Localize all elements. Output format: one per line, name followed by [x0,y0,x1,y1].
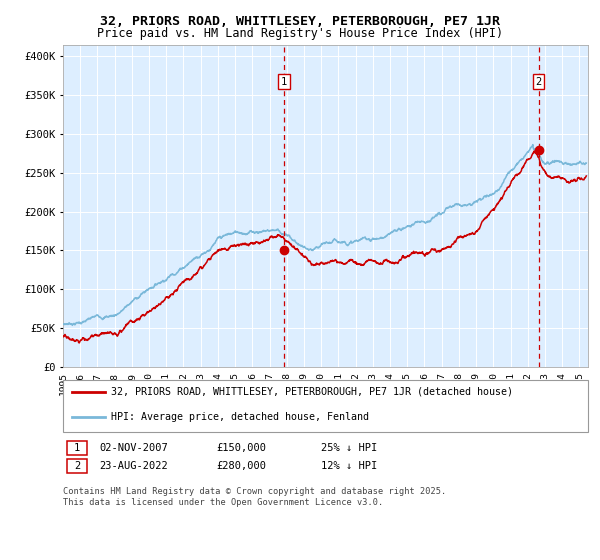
Text: Contains HM Land Registry data © Crown copyright and database right 2025.
This d: Contains HM Land Registry data © Crown c… [63,487,446,507]
Text: 2: 2 [74,461,80,471]
Text: 1: 1 [74,443,80,453]
Text: 23-AUG-2022: 23-AUG-2022 [99,461,168,471]
Text: Price paid vs. HM Land Registry's House Price Index (HPI): Price paid vs. HM Land Registry's House … [97,27,503,40]
Text: £280,000: £280,000 [216,461,266,471]
Text: 02-NOV-2007: 02-NOV-2007 [99,443,168,453]
Text: £150,000: £150,000 [216,443,266,453]
Text: 2: 2 [536,77,542,87]
Text: 1: 1 [281,77,287,87]
Text: 32, PRIORS ROAD, WHITTLESEY, PETERBOROUGH, PE7 1JR: 32, PRIORS ROAD, WHITTLESEY, PETERBOROUG… [100,15,500,27]
Text: HPI: Average price, detached house, Fenland: HPI: Average price, detached house, Fenl… [111,412,369,422]
Text: 32, PRIORS ROAD, WHITTLESEY, PETERBOROUGH, PE7 1JR (detached house): 32, PRIORS ROAD, WHITTLESEY, PETERBOROUG… [111,387,513,397]
Text: 25% ↓ HPI: 25% ↓ HPI [321,443,377,453]
Text: 12% ↓ HPI: 12% ↓ HPI [321,461,377,471]
